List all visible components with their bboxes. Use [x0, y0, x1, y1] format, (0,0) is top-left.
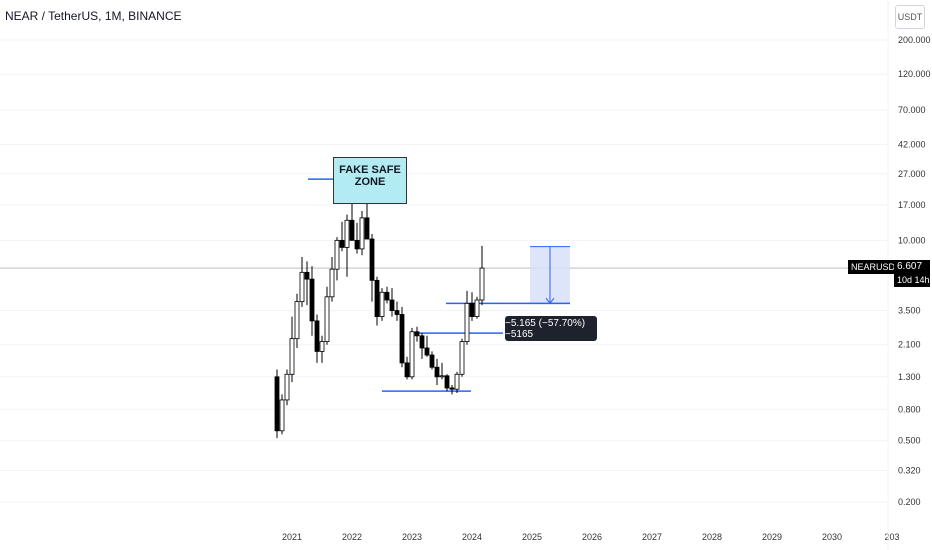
candle-body [454, 373, 460, 390]
y-tick-label: 0.800 [898, 404, 921, 414]
y-tick-label: 27.000 [898, 169, 926, 179]
candle-body [474, 299, 480, 317]
y-tick-label: 120.000 [898, 69, 931, 79]
x-tick-label: 2025 [522, 532, 542, 542]
candle-body [444, 375, 450, 389]
candle-body [319, 341, 325, 352]
y-tick-label: 42.000 [898, 139, 926, 149]
y-tick-label: 200.000 [898, 35, 931, 45]
measure-label: −5.165 (−57.70%) −5165 [505, 316, 597, 341]
candle-body [394, 310, 400, 315]
x-tick-label: 2022 [342, 532, 362, 542]
candle-body [294, 301, 300, 340]
candle-body [364, 217, 370, 240]
y-tick-label: 0.200 [898, 497, 921, 507]
y-tick-label: 2.100 [898, 340, 921, 350]
y-tick-label: 10.000 [898, 235, 926, 245]
current-price-tag: 6.607 [894, 260, 930, 274]
candle-body [354, 239, 360, 250]
y-tick-label: 0.320 [898, 466, 921, 476]
x-tick-label: 2021 [282, 532, 302, 542]
candle-body [384, 291, 390, 301]
candle-body [389, 299, 395, 311]
candle-body [349, 219, 355, 241]
candle-body [459, 341, 465, 375]
candle-body [314, 320, 320, 352]
candle-body [379, 291, 385, 317]
x-tick-label: 2024 [462, 532, 482, 542]
candle-body [404, 362, 410, 378]
candle-body [479, 267, 485, 301]
symbol-price-tag: NEARUSDT [848, 260, 904, 274]
candle-body [339, 239, 345, 248]
candle-body [399, 314, 405, 364]
x-tick-label: 2026 [582, 532, 602, 542]
x-tick-label: 2028 [702, 532, 722, 542]
candle-body [374, 279, 380, 317]
candle-body [439, 375, 445, 378]
x-tick-label: 203 [884, 532, 899, 542]
candle-body [424, 347, 430, 356]
candle-countdown: 10d 14h [894, 274, 930, 287]
currency-unit-button[interactable]: USDT [895, 5, 925, 29]
candle-body [279, 399, 285, 432]
candle-body [289, 338, 295, 375]
candle-body [304, 271, 310, 280]
candle-body [329, 268, 335, 298]
candle-body [469, 302, 475, 317]
x-tick-label: 2030 [822, 532, 842, 542]
candle-body [419, 335, 425, 349]
candle-body [334, 239, 340, 270]
candle-body [449, 387, 455, 390]
x-tick-label: 2029 [762, 532, 782, 542]
candle-body [274, 376, 280, 432]
candle-body [299, 271, 305, 303]
candle-body [324, 296, 330, 343]
candle-body [434, 366, 440, 378]
candle-body [409, 331, 415, 378]
candle-body [359, 217, 365, 250]
candle-body [464, 302, 470, 343]
chart-title: NEAR / TetherUS, 1M, BINANCE [5, 9, 182, 23]
x-tick-label: 2027 [642, 532, 662, 542]
y-tick-label: 0.500 [898, 436, 921, 446]
candle-body [414, 331, 420, 337]
y-tick-label: 3.500 [898, 306, 921, 316]
y-tick-label: 17.000 [898, 200, 926, 210]
y-tick-label: 1.300 [898, 372, 921, 382]
candle-body [344, 219, 350, 248]
candle-body [284, 373, 290, 401]
fake-safe-zone-box[interactable]: FAKE SAFE ZONE [333, 157, 407, 204]
candle-body [309, 278, 315, 322]
x-tick-label: 2023 [402, 532, 422, 542]
candle-body [429, 354, 435, 368]
y-tick-label: 70.000 [898, 105, 926, 115]
candle-body [369, 238, 375, 281]
